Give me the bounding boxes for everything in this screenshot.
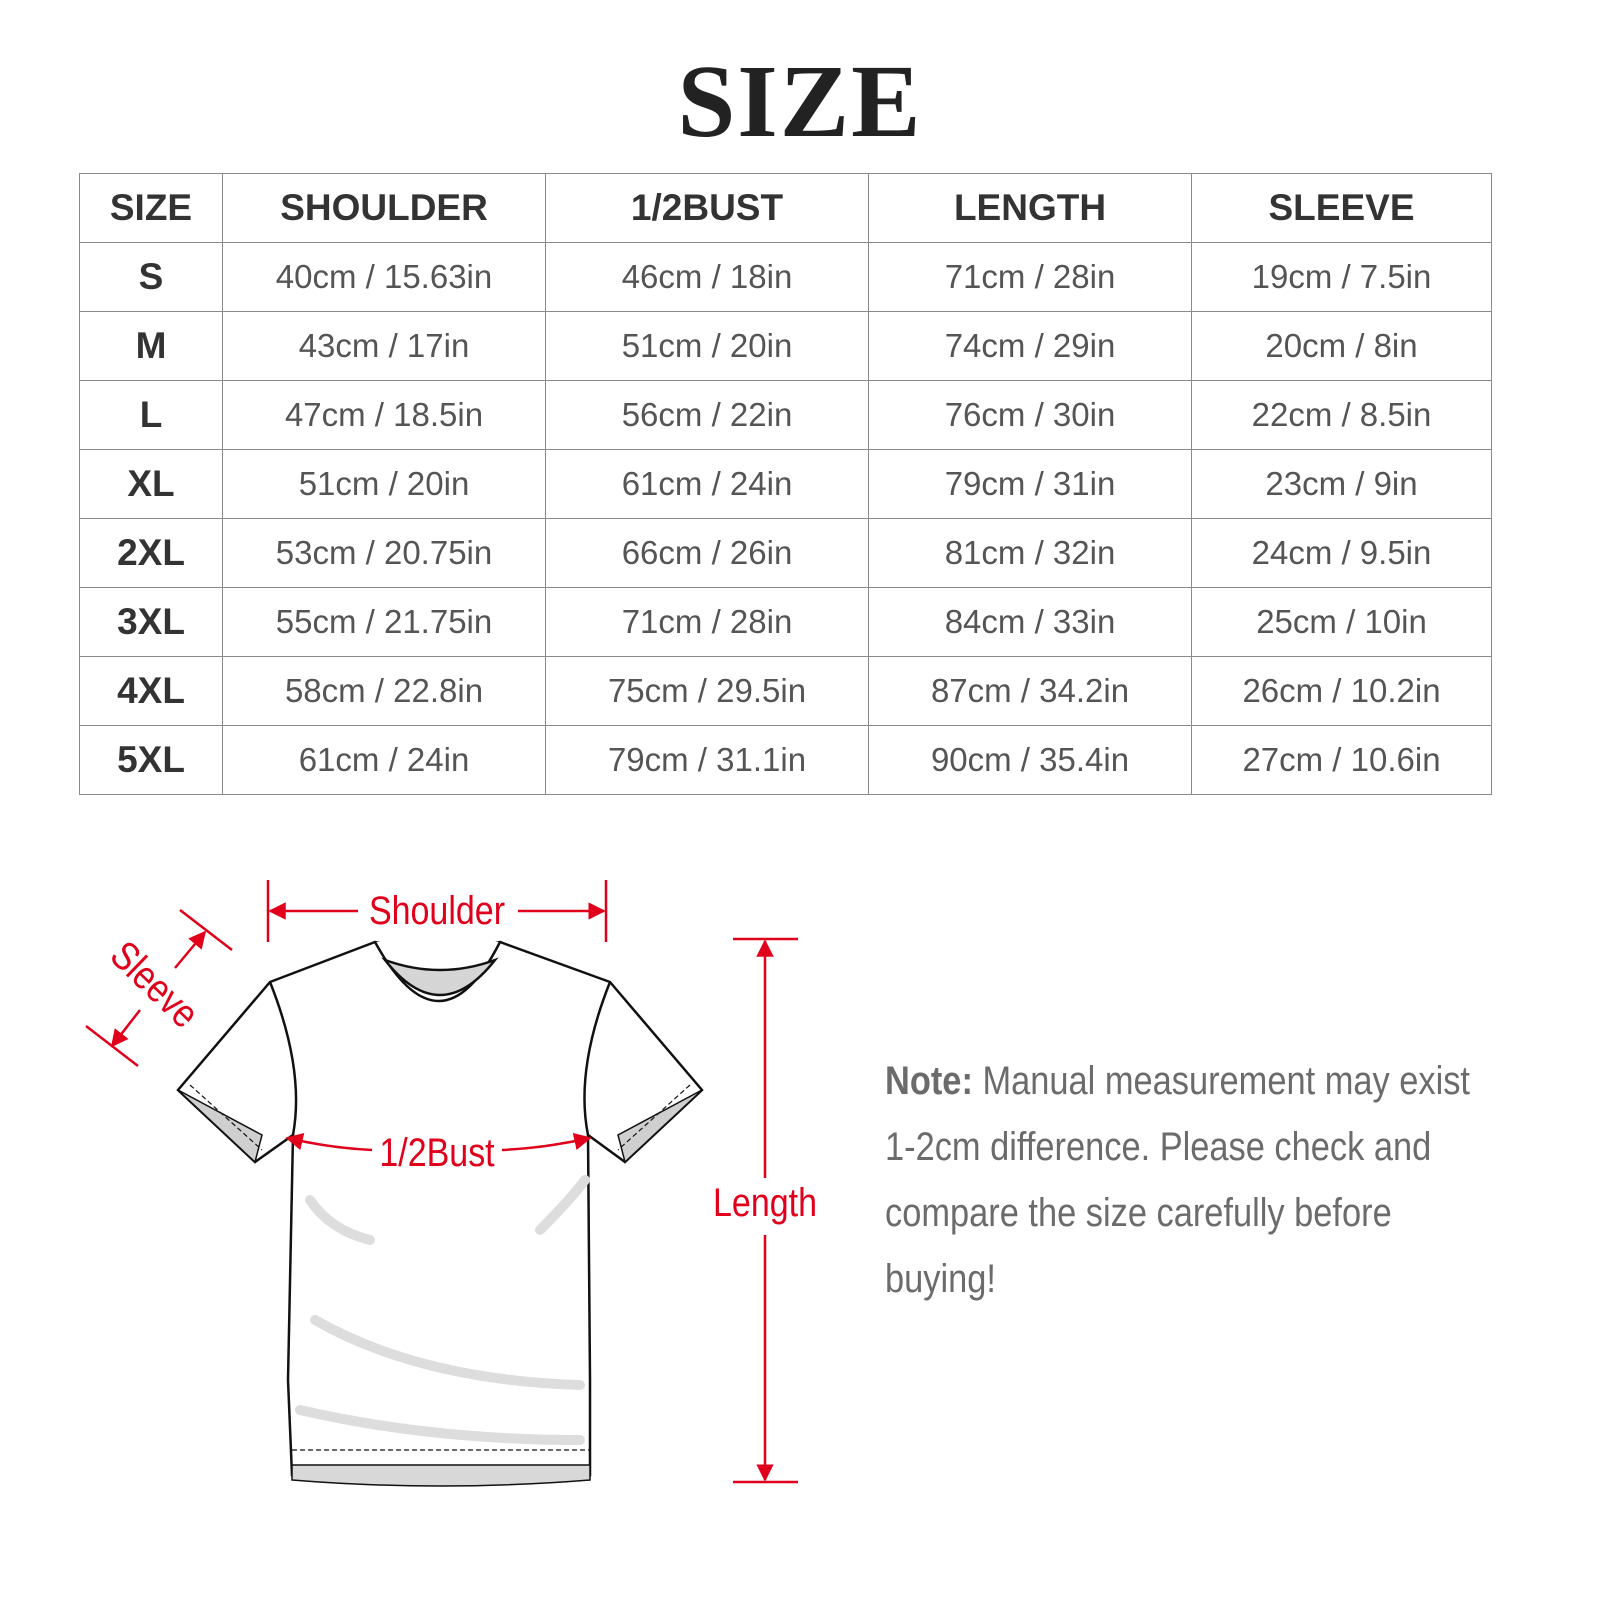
- size-cell: 4XL: [79, 656, 223, 726]
- measurement-cell: 75cm / 29.5in: [545, 656, 869, 726]
- measurement-cell: 56cm / 22in: [545, 380, 869, 450]
- measurement-cell: 26cm / 10.2in: [1191, 656, 1492, 726]
- measurement-cell: 47cm / 18.5in: [222, 380, 546, 450]
- tshirt-diagram: Shoulder Sleeve 1/2Bust Length: [85, 880, 817, 1487]
- note-label: Note:: [885, 1059, 973, 1103]
- measurement-cell: 25cm / 10in: [1191, 587, 1492, 657]
- column-header: SLEEVE: [1191, 173, 1492, 243]
- measurement-cell: 71cm / 28in: [545, 587, 869, 657]
- measurement-cell: 71cm / 28in: [868, 242, 1192, 312]
- measurement-cell: 84cm / 33in: [868, 587, 1192, 657]
- note-text: Manual measurement may exist 1-2cm diffe…: [885, 1059, 1471, 1301]
- page-title: SIZE: [677, 44, 923, 159]
- bust-measure: [285, 1132, 592, 1152]
- table-row: L 47cm / 18.5in 56cm / 22in 76cm / 30in 22cm…: [79, 380, 1492, 450]
- measurement-note: Note: Manual measurement may exist 1-2cm…: [885, 1048, 1504, 1312]
- measurement-cell: 58cm / 22.8in: [222, 656, 546, 726]
- measurement-cell: 40cm / 15.63in: [222, 242, 546, 312]
- measurement-cell: 51cm / 20in: [222, 449, 546, 519]
- size-cell: S: [79, 242, 223, 312]
- measurement-cell: 27cm / 10.6in: [1191, 725, 1492, 795]
- sleeve-measure: [85, 909, 233, 1067]
- shoulder-measure: [266, 880, 608, 942]
- measurement-cell: 79cm / 31in: [868, 449, 1192, 519]
- tshirt-icon: [176, 940, 704, 1487]
- column-header: 1/2BUST: [545, 173, 869, 243]
- measurement-cell: 74cm / 29in: [868, 311, 1192, 381]
- measurement-cell: 53cm / 20.75in: [222, 518, 546, 588]
- column-header: SIZE: [79, 173, 223, 243]
- measurement-cell: 81cm / 32in: [868, 518, 1192, 588]
- table-header-row: SIZE SHOULDER 1/2BUST LENGTH SLEEVE: [79, 173, 1492, 243]
- table-row: 5XL 61cm / 24in 79cm / 31.1in 90cm / 35.4in…: [79, 725, 1492, 795]
- size-table: SIZE SHOULDER 1/2BUST LENGTH SLEEVE S 40cm / …: [79, 173, 1492, 795]
- measurement-cell: 20cm / 8in: [1191, 311, 1492, 381]
- measurement-cell: 24cm / 9.5in: [1191, 518, 1492, 588]
- shoulder-label: Shoulder: [369, 887, 505, 932]
- measurement-cell: 76cm / 30in: [868, 380, 1192, 450]
- measurement-cell: 79cm / 31.1in: [545, 725, 869, 795]
- measurement-cell: 87cm / 34.2in: [868, 656, 1192, 726]
- measurement-cell: 51cm / 20in: [545, 311, 869, 381]
- measurement-cell: 22cm / 8.5in: [1191, 380, 1492, 450]
- table-row: 3XL 55cm / 21.75in 71cm / 28in 84cm / 33in 2…: [79, 587, 1492, 657]
- measurement-cell: 66cm / 26in: [545, 518, 869, 588]
- length-label: Length: [713, 1179, 817, 1224]
- column-header: SHOULDER: [222, 173, 546, 243]
- size-cell: M: [79, 311, 223, 381]
- table-row: 2XL 53cm / 20.75in 66cm / 26in 81cm / 32in 2…: [79, 518, 1492, 588]
- measurement-cell: 43cm / 17in: [222, 311, 546, 381]
- measurement-cell: 61cm / 24in: [222, 725, 546, 795]
- size-cell: 3XL: [79, 587, 223, 657]
- measurement-cell: 23cm / 9in: [1191, 449, 1492, 519]
- size-cell: 5XL: [79, 725, 223, 795]
- measurement-cell: 90cm / 35.4in: [868, 725, 1192, 795]
- table-row: S 40cm / 15.63in 46cm / 18in 71cm / 28in 19c…: [79, 242, 1492, 312]
- column-header: LENGTH: [868, 173, 1192, 243]
- table-row: M 43cm / 17in 51cm / 20in 74cm / 29in 20cm /…: [79, 311, 1492, 381]
- size-cell: L: [79, 380, 223, 450]
- size-cell: XL: [79, 449, 223, 519]
- measurement-cell: 46cm / 18in: [545, 242, 869, 312]
- length-measure: [733, 937, 798, 1484]
- measurement-cell: 19cm / 7.5in: [1191, 242, 1492, 312]
- size-cell: 2XL: [79, 518, 223, 588]
- measurement-cell: 55cm / 21.75in: [222, 587, 546, 657]
- bust-label: 1/2Bust: [379, 1129, 495, 1174]
- table-row: XL 51cm / 20in 61cm / 24in 79cm / 31in 23cm …: [79, 449, 1492, 519]
- measurement-cell: 61cm / 24in: [545, 449, 869, 519]
- table-row: 4XL 58cm / 22.8in 75cm / 29.5in 87cm / 34.2…: [79, 656, 1492, 726]
